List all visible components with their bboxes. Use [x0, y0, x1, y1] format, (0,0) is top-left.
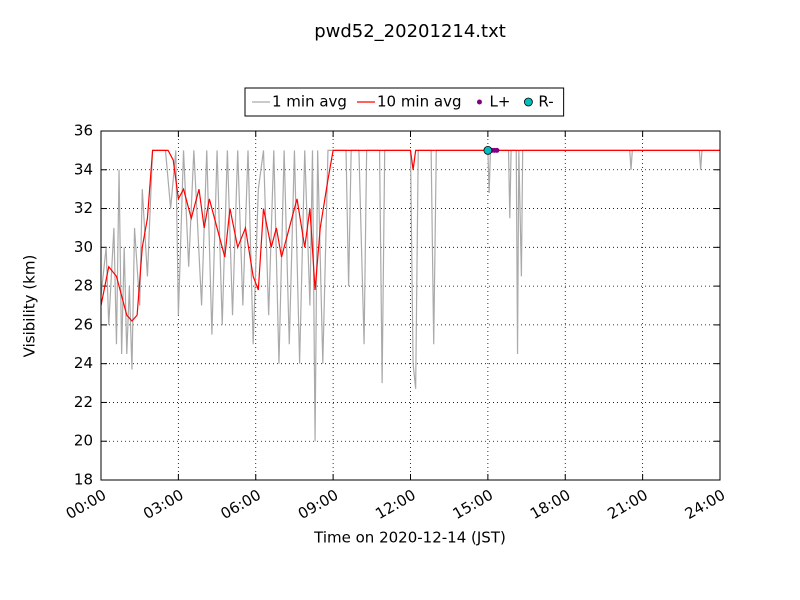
y-tick-label: 26: [74, 315, 93, 333]
legend-label: 1 min avg: [272, 93, 347, 111]
x-axis-label: Time on 2020-12-14 (JST): [313, 529, 506, 547]
legend-marker: [524, 97, 533, 107]
y-tick-label: 18: [74, 471, 93, 489]
y-tick-label: 24: [74, 354, 93, 372]
legend-label: 10 min avg: [377, 93, 462, 111]
y-tick-label: 34: [74, 160, 93, 178]
legend-label: L+: [489, 93, 510, 111]
x-tick-label: 18:00: [527, 486, 573, 523]
x-tick-label: 06:00: [218, 486, 264, 523]
data-line: [101, 149, 720, 322]
legend-marker: [476, 99, 482, 105]
y-tick-label: 22: [74, 393, 93, 411]
x-tick-label: 03:00: [140, 486, 186, 523]
y-tick-label: 36: [74, 122, 93, 140]
chart-title: pwd52_20201214.txt: [314, 21, 506, 42]
y-tick-label: 20: [74, 432, 93, 450]
x-tick-label: 21:00: [604, 486, 650, 523]
legend-label: R-: [538, 93, 553, 111]
scatter-point: [483, 145, 493, 155]
y-axis-label: Visibility (km): [21, 255, 39, 358]
legend: 1 min avg 10 min avg L+ R-: [244, 87, 565, 117]
y-tick-label: 28: [74, 277, 93, 295]
scatter-point: [494, 147, 500, 153]
x-tick-label: 24:00: [682, 486, 728, 523]
x-tick-label: 15:00: [450, 486, 496, 523]
x-tick-label: 12:00: [372, 486, 418, 523]
y-tick-label: 30: [74, 238, 93, 256]
plot-frame: [100, 130, 721, 481]
x-tick-label: 00:00: [63, 486, 109, 523]
x-tick-label: 09:00: [295, 486, 341, 523]
legend-box: [244, 87, 565, 117]
y-tick-label: 32: [74, 199, 93, 217]
